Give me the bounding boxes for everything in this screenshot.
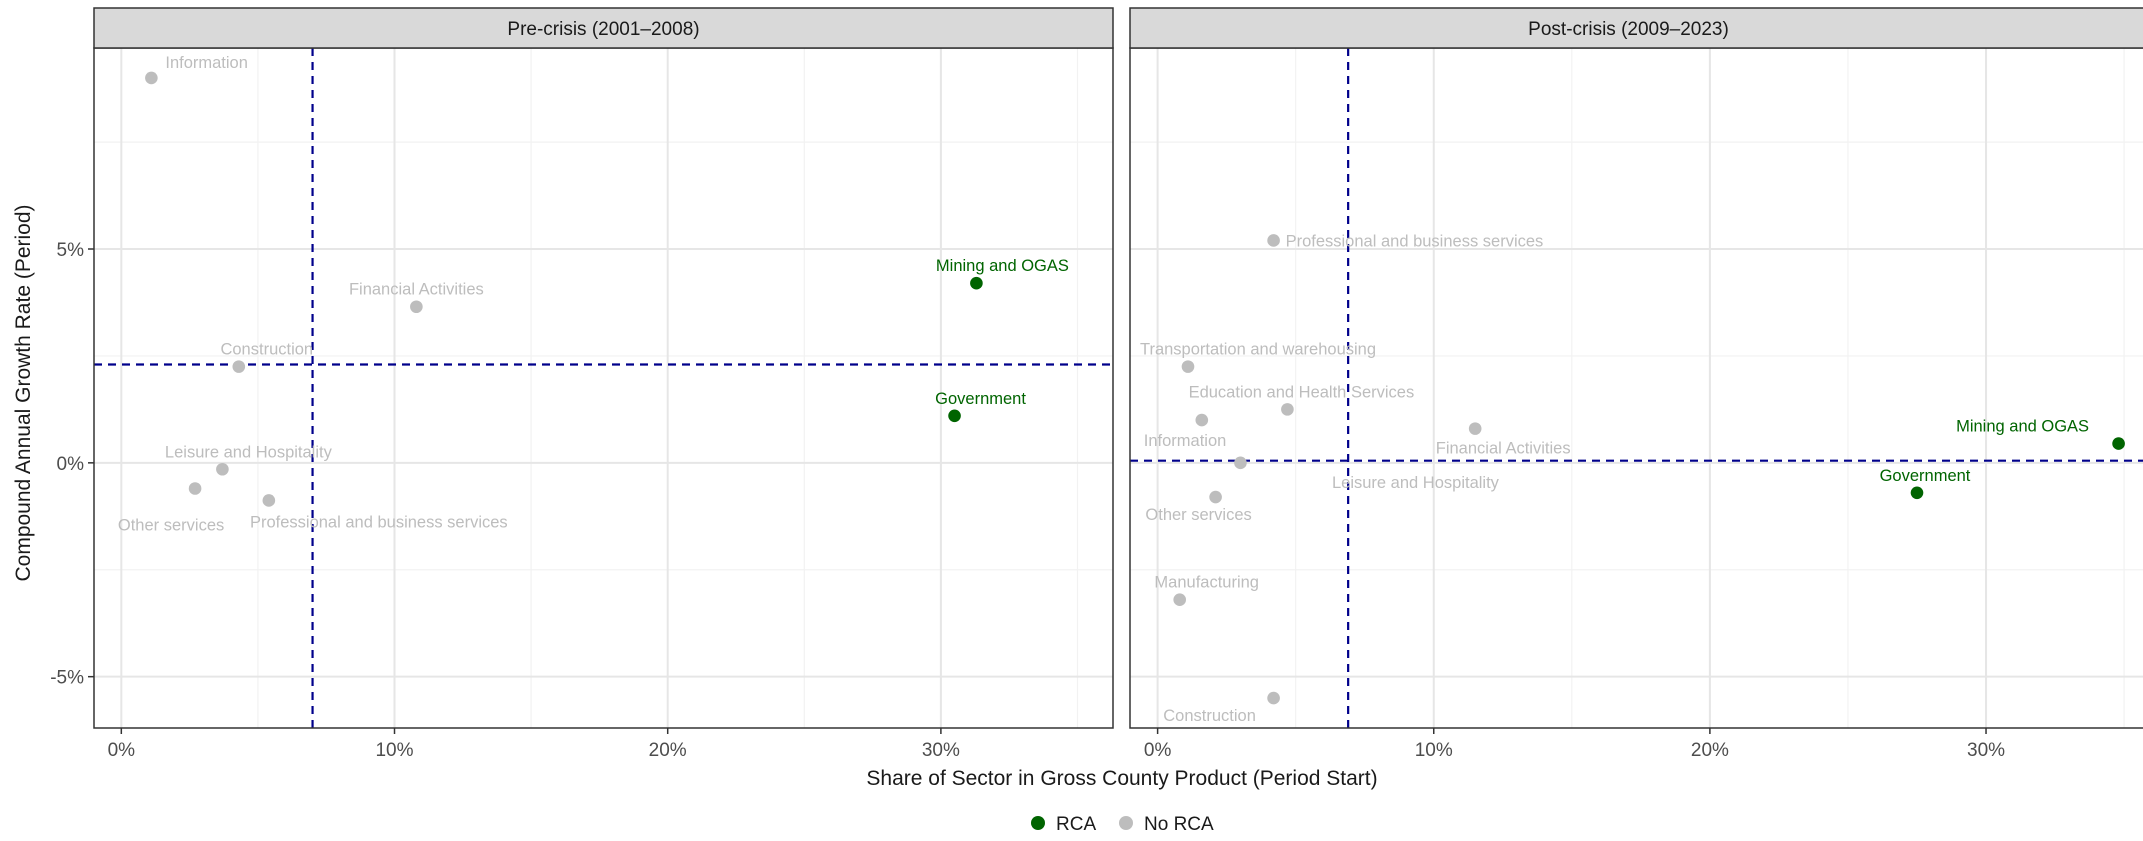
point-label: Mining and OGAS <box>936 257 1069 275</box>
x-tick-label: 0% <box>1144 740 1172 761</box>
gridlines <box>1130 48 2143 728</box>
point-label: Leisure and Hospitality <box>1332 474 1500 492</box>
reference-lines <box>1130 48 2143 728</box>
plot-background <box>94 48 1113 728</box>
panel-title: Pre-crisis (2001–2008) <box>507 19 699 40</box>
x-tick-label: 10% <box>1415 740 1453 761</box>
x-tick-label: 10% <box>375 740 413 761</box>
panels-layer: Information Financial Activities Mining an… <box>50 7 2143 761</box>
panel-strip <box>93 7 1114 49</box>
x-tick-label: 20% <box>1691 740 1729 761</box>
point-label: Government <box>935 390 1026 408</box>
point-label: Other services <box>1145 506 1251 524</box>
point-information <box>145 71 158 85</box>
point-transportation-and-warehousing <box>1181 360 1195 373</box>
x-tick-label: 30% <box>922 740 960 761</box>
points: Information Financial Activities Mining an… <box>118 54 1069 535</box>
point-label: Construction <box>1163 707 1256 725</box>
point-leisure-and-hospitality <box>1234 456 1247 470</box>
point-construction <box>232 360 246 373</box>
panel-strip <box>1129 7 2143 49</box>
x-tick-label: 30% <box>1967 740 2005 761</box>
legend-label: No RCA <box>1144 814 1214 835</box>
reference-lines <box>94 48 1113 728</box>
legend-label: RCA <box>1056 814 1096 835</box>
gridlines <box>94 48 1113 728</box>
plot-background <box>1130 48 2143 728</box>
x-tick-label: 20% <box>649 740 687 761</box>
legend-marker-no-rca <box>1119 816 1133 830</box>
point-information <box>1195 413 1209 427</box>
point-construction <box>1267 691 1280 705</box>
point-leisure-and-hospitality <box>216 462 229 476</box>
point-label: Professional and business services <box>1286 232 1544 250</box>
point-label: Construction <box>220 341 313 359</box>
point-professional-and-business-services <box>262 494 276 507</box>
point-mining-and-ogas <box>2112 437 2125 450</box>
point-financial-activities <box>1468 422 1482 435</box>
points: Professional and business services Transp… <box>1140 232 2125 725</box>
x-tick-label: 0% <box>108 740 136 761</box>
panel-title: Post-crisis (2009–2023) <box>1528 19 1729 40</box>
point-label: Professional and business services <box>250 513 508 531</box>
point-label: Other services <box>118 517 224 535</box>
point-label: Transportation and warehousing <box>1140 341 1376 359</box>
y-tick-label: 0% <box>57 454 85 475</box>
y-axis-title: Compound Annual Growth Rate (Period) <box>12 204 35 581</box>
point-other-services <box>188 482 202 495</box>
point-education-and-health-services <box>1281 403 1294 416</box>
point-manufacturing <box>1173 593 1187 606</box>
panel-pre-crisis: Information Financial Activities Mining an… <box>50 7 1114 761</box>
point-mining-and-ogas <box>970 276 983 290</box>
point-label: Financial Activities <box>1436 440 1571 458</box>
point-label: Information <box>165 54 248 72</box>
point-professional-and-business-services <box>1267 234 1280 247</box>
point-label: Manufacturing <box>1154 574 1259 592</box>
point-label: Mining and OGAS <box>1956 418 2089 436</box>
point-government <box>948 409 961 423</box>
x-axis-title: Share of Sector in Gross County Product … <box>866 767 1377 790</box>
panel-post-crisis: Professional and business services Transp… <box>1129 7 2143 761</box>
legend-marker-rca <box>1031 816 1045 830</box>
point-label: Financial Activities <box>349 281 484 299</box>
point-other-services <box>1209 490 1222 504</box>
y-tick-label: -5% <box>50 668 84 689</box>
legend: RCA No RCA <box>1031 814 1214 835</box>
point-label: Government <box>1880 467 1971 485</box>
point-label: Education and Health Services <box>1189 383 1415 401</box>
point-label: Information <box>1144 432 1227 450</box>
y-tick-label: 5% <box>57 240 85 261</box>
point-government <box>1910 486 1924 500</box>
point-label: Leisure and Hospitality <box>165 443 333 461</box>
point-financial-activities <box>410 300 423 314</box>
